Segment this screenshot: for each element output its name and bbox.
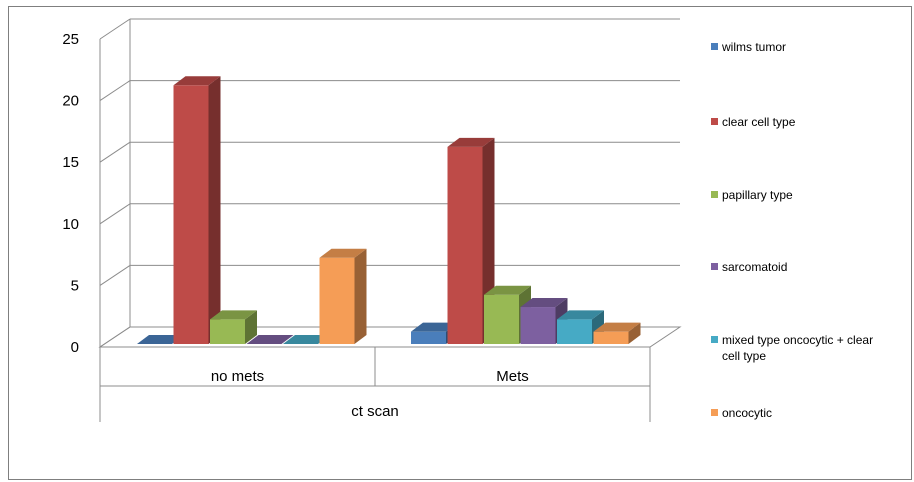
legend-swatch-3 bbox=[711, 263, 718, 270]
bar-top-1-3 bbox=[520, 298, 568, 308]
bar-0-0 bbox=[137, 335, 184, 344]
x-group-label: ct scan bbox=[351, 403, 399, 420]
bar-front-1-5 bbox=[593, 331, 629, 344]
floor bbox=[98, 326, 682, 348]
legend-label-5: oncocytic bbox=[722, 406, 772, 420]
gridline-side-3 bbox=[99, 141, 131, 163]
bar-front-0-1 bbox=[173, 85, 209, 344]
bar-0-4 bbox=[283, 335, 330, 344]
bar-side-0-2 bbox=[245, 310, 257, 344]
bar-front-1-2 bbox=[484, 294, 519, 344]
legend-swatch-0 bbox=[711, 43, 718, 50]
bar-front-1-4 bbox=[557, 319, 592, 344]
gridline-side-2 bbox=[99, 203, 131, 225]
bar-top-0-4 bbox=[283, 335, 330, 344]
bar-0-5 bbox=[319, 248, 367, 344]
bar-front-0-2 bbox=[210, 319, 245, 344]
y-tick-label-5: 25 bbox=[62, 31, 79, 48]
legend-label-3: sarcomatoid bbox=[722, 260, 787, 274]
bar-top-1-2 bbox=[484, 285, 531, 295]
bar-0-2 bbox=[210, 310, 257, 344]
gridline-side-1 bbox=[99, 264, 131, 286]
bar-top-0-1 bbox=[173, 76, 221, 86]
legend-swatch-4 bbox=[711, 336, 718, 343]
legend-label-4: mixed type oncocytic + clear cell type bbox=[722, 333, 873, 363]
bar-top-1-1 bbox=[447, 137, 495, 147]
legend-swatch-1 bbox=[711, 118, 718, 125]
bar-top-0-5 bbox=[319, 248, 367, 258]
x-category-label-0: no mets bbox=[211, 368, 264, 385]
bar-side-0-1 bbox=[208, 76, 221, 344]
legend-swatch-5 bbox=[711, 409, 718, 416]
bar-top-0-2 bbox=[210, 310, 257, 320]
y-tick-label-2: 10 bbox=[62, 216, 79, 233]
bar-top-1-4 bbox=[557, 310, 604, 320]
bar-top-0-3 bbox=[246, 335, 294, 344]
y-tick-label-3: 15 bbox=[62, 154, 79, 171]
bar-front-1-1 bbox=[447, 146, 483, 344]
bar-0-1 bbox=[173, 76, 221, 344]
gridline-side-4 bbox=[99, 80, 131, 102]
legend-swatch-2 bbox=[711, 191, 718, 198]
bar-side-0-5 bbox=[354, 248, 367, 344]
legend-label-0: wilms tumor bbox=[721, 40, 786, 54]
bar-1-3 bbox=[520, 298, 568, 344]
y-tick-label-4: 20 bbox=[62, 93, 79, 110]
bar-0-3 bbox=[246, 335, 294, 344]
x-category-label-1: Mets bbox=[496, 368, 529, 385]
bar-top-1-0 bbox=[411, 322, 458, 332]
legend-label-1: clear cell type bbox=[722, 115, 796, 129]
bar-side-1-5 bbox=[628, 322, 641, 344]
bar-front-1-0 bbox=[411, 331, 446, 344]
legend-label-2: papillary type bbox=[722, 188, 793, 202]
bar-top-0-0 bbox=[137, 335, 184, 344]
y-tick-label-0: 0 bbox=[71, 339, 79, 356]
bar-1-5 bbox=[593, 322, 641, 344]
bar-front-1-3 bbox=[520, 307, 556, 344]
y-tick-label-1: 5 bbox=[71, 277, 79, 294]
bar-top-1-5 bbox=[593, 322, 641, 332]
bar-front-0-5 bbox=[319, 257, 355, 344]
gridline-side-5 bbox=[99, 18, 131, 40]
